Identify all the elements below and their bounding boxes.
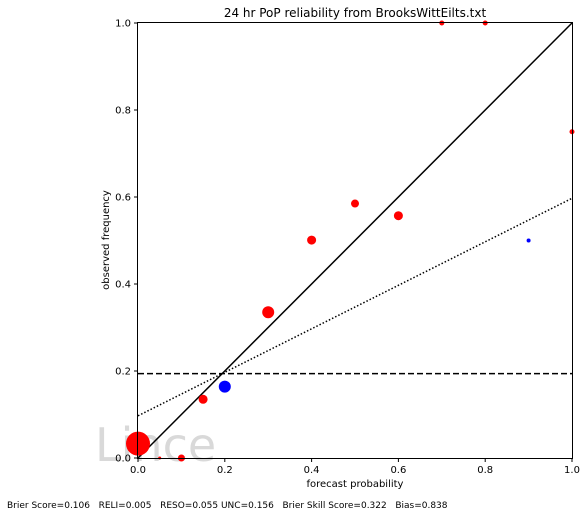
watermark: Lince bbox=[95, 418, 216, 472]
x-axis-ticks: 0.0 0.2 0.4 0.6 0.8 1.0 bbox=[130, 458, 580, 476]
x-tick-label: 0.4 bbox=[304, 465, 320, 476]
data-point bbox=[218, 380, 231, 393]
x-tick-label: 0.6 bbox=[390, 465, 406, 476]
data-point bbox=[526, 238, 531, 243]
y-tick-label: 0.2 bbox=[115, 367, 131, 378]
y-tick-label: 0.0 bbox=[115, 454, 131, 465]
y-tick-label: 0.4 bbox=[115, 280, 131, 291]
data-point bbox=[262, 306, 275, 319]
y-tick-label: 0.6 bbox=[115, 193, 131, 204]
reference-lines bbox=[137, 22, 573, 459]
data-points bbox=[126, 20, 575, 462]
x-tick-label: 0.8 bbox=[477, 465, 493, 476]
x-tick-label: 0.0 bbox=[130, 465, 146, 476]
y-tick-label: 1.0 bbox=[115, 19, 131, 30]
x-tick-label: 1.0 bbox=[564, 465, 580, 476]
perfect-reliability-line bbox=[137, 22, 573, 459]
x-tick-label: 0.2 bbox=[217, 465, 233, 476]
data-point bbox=[307, 235, 317, 245]
stats-footer: Brier Score=0.106 RELI=0.005 RESO=0.055 … bbox=[7, 501, 448, 511]
chart-title: 24 hr PoP reliability from BrooksWittEil… bbox=[224, 6, 487, 20]
y-axis-ticks: 0.0 0.2 0.4 0.6 0.8 1.0 bbox=[115, 19, 138, 465]
data-point bbox=[198, 394, 208, 404]
y-axis-label: observed frequency bbox=[101, 190, 112, 290]
data-point bbox=[351, 199, 359, 208]
y-tick-label: 0.8 bbox=[115, 106, 131, 117]
x-axis-label: forecast probability bbox=[307, 479, 404, 490]
data-point bbox=[393, 211, 403, 221]
no-skill-line bbox=[137, 197, 573, 417]
plot-frame bbox=[137, 22, 573, 459]
